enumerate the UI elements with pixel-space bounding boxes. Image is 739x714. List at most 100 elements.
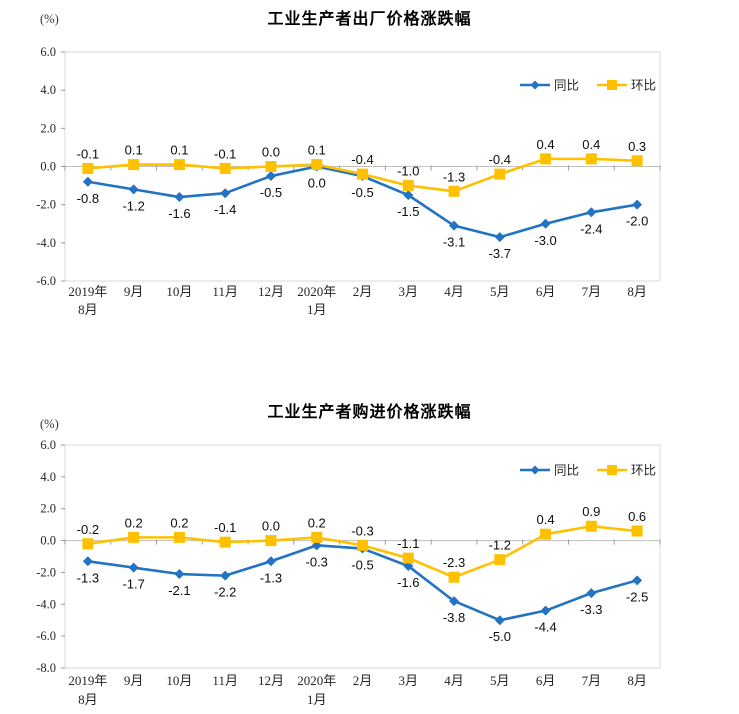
legend-label: 同比 <box>554 79 579 93</box>
data-point-marker <box>357 168 368 180</box>
output-chart-unit-label: (%) <box>40 12 59 26</box>
y-axis-label: 2.0 <box>40 502 56 516</box>
data-point-marker <box>82 556 93 567</box>
data-point-marker <box>449 220 460 231</box>
data-point-marker <box>494 232 505 243</box>
x-axis-label: 9月 <box>124 673 144 688</box>
data-point-marker <box>540 605 551 616</box>
data-label: -2.2 <box>214 585 236 600</box>
series-环比: -0.2 0.2 0.2 -0.1 0.0 0.2 -0.3 -1.1 -2.3 -1.2 0.4 0… <box>77 504 646 583</box>
y-axis-label: -6.0 <box>36 629 56 643</box>
data-label: -1.6 <box>168 206 190 221</box>
x-axis-label: 2月 <box>353 284 373 299</box>
data-label: -1.2 <box>489 538 511 553</box>
y-axis-label: 0.0 <box>40 160 56 174</box>
data-label: 0.3 <box>628 139 646 154</box>
data-label: -3.1 <box>443 235 465 250</box>
data-label: -4.4 <box>534 620 556 635</box>
data-label: -0.5 <box>260 185 282 200</box>
data-point-marker <box>173 159 185 171</box>
x-axis-label: 5月 <box>490 673 510 688</box>
y-axis-label: -4.0 <box>36 236 56 250</box>
data-label: -1.3 <box>443 169 465 184</box>
x-axis-label: 2020年 <box>297 673 336 688</box>
data-point-marker <box>174 192 185 203</box>
data-label: 0.0 <box>262 519 280 534</box>
x-axis-label: 10月 <box>166 284 192 299</box>
x-axis-label: 2019年 <box>68 284 107 299</box>
x-axis-label: 11月 <box>212 673 238 688</box>
legend-item-1: 环比 <box>597 464 656 478</box>
x-axis-label: 4月 <box>444 673 464 688</box>
x-axis-label: 12月 <box>258 284 284 299</box>
data-point-marker <box>402 180 414 192</box>
x-axis-label: 2月 <box>353 673 373 688</box>
data-label: -3.8 <box>443 610 465 625</box>
data-label: 0.0 <box>262 145 280 160</box>
data-label: -0.3 <box>306 554 328 569</box>
data-label: -3.7 <box>489 246 511 261</box>
x-axis-label: 12月 <box>258 673 284 688</box>
data-point-marker <box>631 155 643 167</box>
data-label: -0.5 <box>351 558 373 573</box>
data-label: -2.0 <box>626 214 648 229</box>
x-axis-label: 4月 <box>444 284 464 299</box>
data-point-marker <box>494 554 506 566</box>
y-axis-label: 2.0 <box>40 121 56 135</box>
data-point-marker <box>82 538 94 550</box>
data-label: 0.2 <box>170 515 188 530</box>
x-axis-label: 6月 <box>536 673 556 688</box>
x-axis-label: 8月 <box>627 284 647 299</box>
data-point-marker <box>311 159 323 171</box>
legend-label: 环比 <box>631 464 656 478</box>
data-point-marker <box>311 540 322 551</box>
data-point-marker <box>448 185 460 197</box>
x-axis-label: 2020年 <box>297 284 336 299</box>
data-label: 0.9 <box>582 504 600 519</box>
x-axis-label: 1月 <box>307 302 327 317</box>
legend-marker-sample <box>607 80 617 90</box>
legend: 同比 环比 <box>520 464 656 478</box>
data-label: -0.4 <box>489 152 511 167</box>
data-label: -0.2 <box>77 522 99 537</box>
data-point-marker <box>219 162 231 174</box>
legend: 同比 环比 <box>520 79 656 93</box>
data-point-marker <box>220 570 231 581</box>
output-chart-canvas: 6.0 4.0 2.0 0.0 -2.0 -4.0 -6.0 2019年 8月 9月 10月 11月 1… <box>36 45 661 317</box>
x-axis-label: 3月 <box>399 673 419 688</box>
legend-label: 同比 <box>554 464 579 478</box>
plot-area-border <box>64 444 661 669</box>
data-label: 0.1 <box>170 143 188 158</box>
data-label: -1.3 <box>260 570 282 585</box>
y-axis: 6.0 4.0 2.0 0.0 -2.0 -4.0 -6.0 -8.0 <box>36 438 65 675</box>
y-axis-label: 4.0 <box>40 470 56 484</box>
legend-marker-sample <box>607 465 617 475</box>
data-point-marker <box>219 536 231 548</box>
data-point-marker <box>540 218 551 229</box>
data-point-marker <box>540 153 552 165</box>
data-point-marker <box>265 556 276 567</box>
x-axis: 2019年 8月 9月 10月 11月 12月 2020年 1月 2月 3月 4月 5月 6月 7月 8月 <box>68 284 646 317</box>
x-axis-label: 8月 <box>627 673 647 688</box>
legend-item-0: 同比 <box>520 79 579 93</box>
y-axis-label: -4.0 <box>36 597 56 611</box>
x-axis-label: 8月 <box>78 302 98 317</box>
data-point-marker <box>449 596 460 607</box>
data-point-marker <box>448 571 460 583</box>
data-label: -2.4 <box>580 221 602 236</box>
data-point-marker <box>128 184 139 195</box>
y-axis-label: -8.0 <box>36 661 56 675</box>
legend-marker-sample <box>530 465 540 475</box>
x-axis-label: 5月 <box>490 284 510 299</box>
x-axis-label: 9月 <box>124 284 144 299</box>
data-point-marker <box>632 575 643 586</box>
data-label: -1.7 <box>122 577 144 592</box>
data-label: -1.6 <box>397 575 419 590</box>
data-label: -1.2 <box>122 198 144 213</box>
output-chart-title: 工业生产者出厂价格涨跌幅 <box>267 11 472 28</box>
data-label: -2.5 <box>626 589 648 604</box>
x-axis-label: 7月 <box>582 284 602 299</box>
data-label: 0.4 <box>537 512 555 527</box>
data-point-marker <box>265 171 276 182</box>
